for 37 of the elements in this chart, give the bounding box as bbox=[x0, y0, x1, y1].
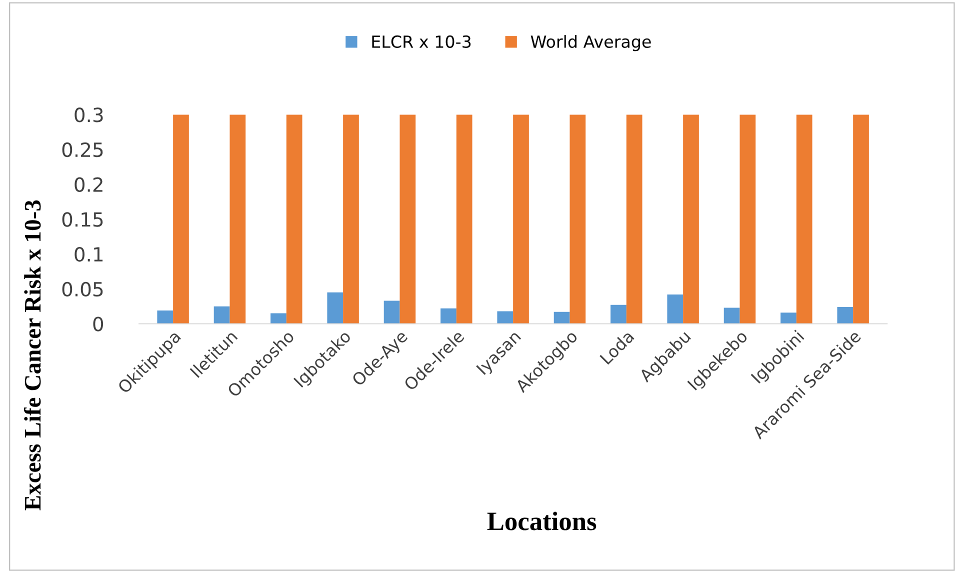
bar bbox=[384, 300, 400, 324]
y-tick-label: 0.15 bbox=[62, 212, 103, 227]
y-tick-label: 0.25 bbox=[62, 142, 103, 158]
bar bbox=[214, 306, 230, 324]
bar bbox=[497, 311, 514, 324]
bar bbox=[173, 114, 189, 324]
bar bbox=[610, 304, 626, 324]
legend-label: World Average bbox=[530, 35, 651, 52]
y-tick-label: 0.2 bbox=[74, 177, 102, 192]
bar bbox=[683, 114, 699, 324]
y-tick-label: 0.3 bbox=[74, 108, 103, 122]
y-tick-label: 0 bbox=[93, 316, 104, 332]
y-axis-title: Excess Life Cancer Risk x 10-3 bbox=[24, 200, 41, 510]
bar bbox=[837, 307, 854, 324]
bar bbox=[270, 313, 286, 324]
bar bbox=[456, 114, 472, 324]
bar bbox=[853, 114, 869, 324]
legend-label: ELCR x 10-3 bbox=[372, 35, 471, 48]
bar bbox=[400, 114, 416, 324]
bar bbox=[230, 114, 246, 324]
bar bbox=[327, 292, 344, 324]
bar bbox=[724, 308, 740, 324]
bar bbox=[513, 114, 529, 324]
y-tick-label: 0.05 bbox=[62, 282, 103, 297]
bar bbox=[796, 114, 812, 324]
bar bbox=[626, 114, 642, 324]
bar bbox=[157, 310, 174, 324]
bar bbox=[343, 114, 359, 324]
bar bbox=[440, 308, 456, 324]
bar bbox=[554, 312, 570, 324]
bar bbox=[740, 114, 756, 324]
bar bbox=[286, 114, 302, 324]
bar bbox=[780, 312, 796, 324]
bar bbox=[667, 294, 684, 324]
x-axis-title: Locations bbox=[487, 512, 596, 530]
y-tick-label: 0.1 bbox=[74, 246, 103, 262]
bar bbox=[570, 114, 586, 324]
